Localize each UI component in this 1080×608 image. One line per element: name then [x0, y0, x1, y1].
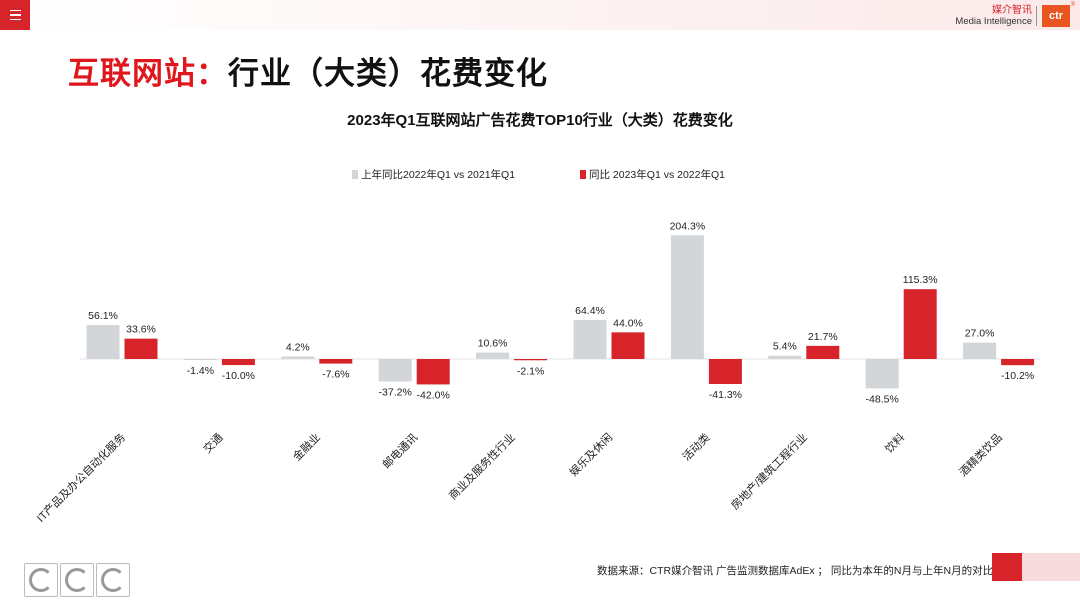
sgs-seal-icon	[96, 563, 130, 597]
data-label: -41.3%	[709, 389, 742, 401]
bar	[573, 320, 607, 359]
brand-cn: 媒介智讯	[992, 5, 1032, 16]
footer-bar	[992, 553, 1080, 581]
data-label: -7.6%	[322, 369, 349, 381]
legend-swatch	[352, 170, 358, 179]
bar	[124, 338, 158, 359]
bar	[670, 235, 704, 359]
sgs-seal-icon	[24, 563, 58, 597]
data-label: 21.7%	[808, 331, 838, 343]
data-label: -1.4%	[187, 365, 214, 377]
registered-mark: ®	[1070, 2, 1075, 8]
bar	[708, 359, 742, 385]
top-bar	[0, 0, 1080, 30]
bar	[865, 359, 899, 389]
bar	[378, 359, 412, 382]
bar	[611, 332, 645, 359]
category-label: 金融业	[290, 430, 323, 463]
data-label: 10.6%	[478, 338, 508, 350]
category-label: 饮料	[882, 430, 907, 455]
data-label: -2.1%	[517, 365, 544, 377]
category-label: 酒精类饮品	[956, 430, 1005, 479]
bar	[963, 342, 997, 359]
legend-label: 上年同比2022年Q1 vs 2021年Q1	[361, 168, 515, 181]
hamburger-menu-icon[interactable]	[0, 0, 30, 30]
brand-text: 媒介智讯 Media Intelligence	[955, 5, 1032, 27]
category-label: 邮电通讯	[380, 431, 420, 471]
bar	[514, 359, 548, 361]
bar	[221, 359, 255, 366]
footer-accent	[992, 553, 1022, 581]
data-label: -48.5%	[866, 393, 899, 405]
bar	[86, 325, 120, 359]
bar	[183, 359, 217, 360]
category-label: 商业及服务性行业	[446, 430, 518, 502]
category-label: 房地产/建筑工程行业	[728, 430, 810, 512]
brand-divider	[1036, 6, 1037, 26]
sgs-seal-icon	[60, 563, 94, 597]
bar	[476, 352, 510, 359]
data-label: 56.1%	[88, 310, 118, 322]
data-label: 204.3%	[670, 220, 706, 232]
bar	[806, 345, 840, 359]
data-label: 4.2%	[286, 341, 310, 353]
data-label: 64.4%	[575, 305, 605, 317]
data-label: -10.2%	[1001, 370, 1034, 382]
category-label: 活动类	[679, 430, 712, 463]
data-label: 5.4%	[773, 341, 797, 353]
data-label: 115.3%	[903, 274, 938, 286]
page-title: 互联网站：行业（大类）花费变化	[68, 48, 548, 93]
legend-swatch	[580, 170, 586, 179]
data-label: -10.0%	[222, 370, 255, 382]
data-label: 44.0%	[613, 317, 643, 329]
category-label: 娱乐及休闲	[566, 430, 615, 479]
bar	[1001, 359, 1035, 366]
data-label: 27.0%	[965, 328, 995, 340]
brand-en: Media Intelligence	[955, 16, 1032, 27]
bar	[903, 289, 937, 359]
data-label: -42.0%	[417, 389, 450, 401]
certification-seals	[24, 563, 130, 597]
bar	[768, 355, 802, 359]
category-label: IT产品及办公自动化服务	[34, 430, 129, 525]
chart-title: 2023年Q1互联网站广告花费TOP10行业（大类）花费变化	[347, 111, 733, 129]
bar	[281, 356, 315, 359]
ctr-logo: ctr	[1042, 5, 1070, 27]
source-note: 数据来源：CTR媒介智讯 广告监测数据库AdEx ； 同比为本年的N月与上年N月…	[597, 565, 994, 577]
data-label: -37.2%	[379, 387, 412, 399]
bar	[319, 359, 353, 364]
category-label: 交通	[200, 430, 225, 455]
bar	[416, 359, 450, 385]
page-title-black: 行业（大类）花费变化	[228, 56, 548, 91]
data-label: 33.6%	[126, 324, 156, 336]
page-title-red: 互联网站：	[68, 56, 228, 91]
legend-label: 同比 2023年Q1 vs 2022年Q1	[589, 168, 725, 181]
